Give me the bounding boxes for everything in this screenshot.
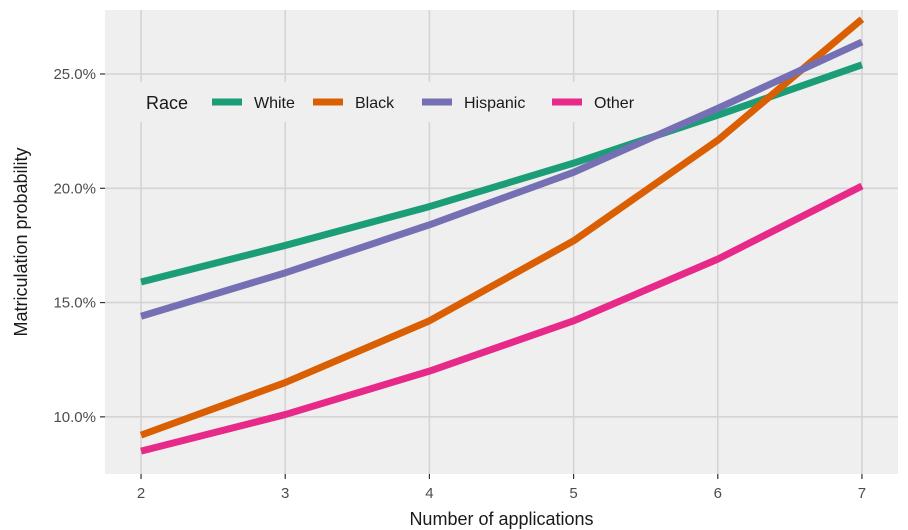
x-tick-label: 3 bbox=[281, 485, 289, 502]
x-tick-label: 2 bbox=[137, 485, 145, 502]
x-axis-title: Number of applications bbox=[409, 509, 593, 529]
legend-label-black: Black bbox=[355, 95, 395, 112]
y-tick-label: 25.0% bbox=[53, 66, 96, 83]
x-tick-label: 4 bbox=[425, 485, 433, 502]
y-tick-label: 20.0% bbox=[53, 180, 96, 197]
series-line-hispanic bbox=[140, 38, 864, 320]
y-axis-title: Matriculation probability bbox=[11, 147, 31, 336]
legend: Race White Black Hispanic Other bbox=[136, 82, 648, 122]
legend-label-other: Other bbox=[594, 95, 635, 112]
y-axis-ticks: 10.0% 15.0% 20.0% 25.0% bbox=[53, 66, 105, 426]
series-line-black bbox=[139, 16, 865, 439]
series-lines bbox=[139, 16, 865, 455]
series-line-white bbox=[140, 61, 864, 286]
x-tick-label: 7 bbox=[858, 485, 866, 502]
legend-label-white: White bbox=[254, 95, 295, 112]
x-tick-label: 5 bbox=[569, 485, 577, 502]
legend-title: Race bbox=[146, 93, 188, 113]
x-axis-ticks: 2 3 4 5 6 7 bbox=[137, 474, 866, 502]
y-tick-label: 15.0% bbox=[53, 295, 96, 312]
y-tick-label: 10.0% bbox=[53, 409, 96, 426]
series-line-other bbox=[140, 182, 864, 455]
x-tick-label: 6 bbox=[714, 485, 722, 502]
legend-label-hispanic: Hispanic bbox=[464, 95, 525, 112]
